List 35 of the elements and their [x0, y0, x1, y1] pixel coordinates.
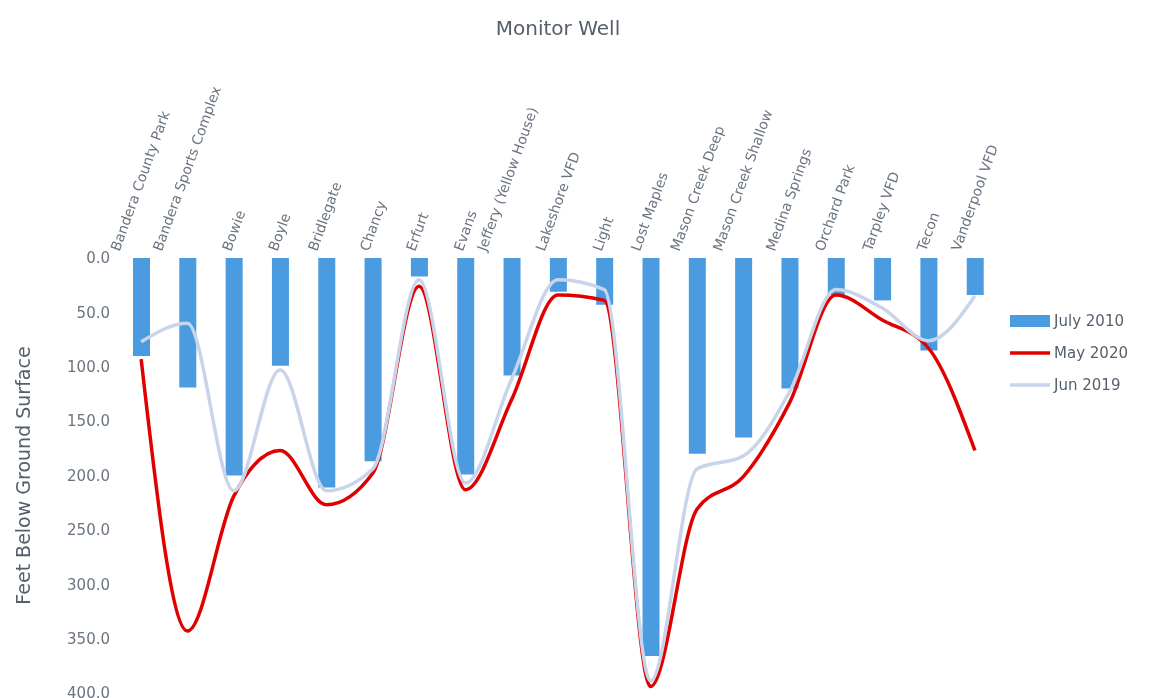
- chart-title: Monitor Well: [494, 16, 622, 40]
- y-tick-label: 0.0: [86, 249, 110, 268]
- y-tick-label: 300.0: [67, 575, 110, 594]
- legend-label: July 2010: [1054, 312, 1124, 330]
- bar: [364, 258, 382, 462]
- bar: [781, 258, 799, 389]
- x-tick-label: Erfurt: [402, 209, 432, 254]
- y-tick-label: 150.0: [67, 412, 110, 431]
- bar: [318, 258, 336, 488]
- x-tick-label: Tecon: [913, 210, 943, 254]
- bar: [642, 258, 660, 657]
- legend-label: Jun 2019: [1054, 376, 1121, 394]
- bar: [735, 258, 753, 438]
- y-tick-label: 400.0: [67, 684, 110, 698]
- y-tick-label: 200.0: [67, 466, 110, 485]
- y-tick-label: 50.0: [76, 303, 110, 322]
- y-tick-label: 350.0: [67, 629, 110, 648]
- bar: [133, 258, 150, 356]
- bar: [688, 258, 706, 454]
- bar: [410, 258, 428, 277]
- x-tick-label: Bowie: [218, 207, 249, 254]
- bar: [503, 258, 521, 376]
- bar: [966, 258, 984, 295]
- y-tick-label: 250.0: [67, 521, 110, 540]
- y-tick-label: 100.0: [67, 358, 110, 377]
- x-tick-label: Light: [589, 214, 617, 254]
- bar: [225, 258, 243, 476]
- bar: [920, 258, 938, 351]
- y-axis-title: Feet Below Ground Surface: [11, 346, 34, 605]
- x-tick-label: Boyle: [265, 210, 294, 254]
- bar: [874, 258, 892, 301]
- bar: [271, 258, 289, 366]
- bar: [179, 258, 197, 388]
- bar: [457, 258, 475, 475]
- legend-label: May 2020: [1054, 344, 1128, 362]
